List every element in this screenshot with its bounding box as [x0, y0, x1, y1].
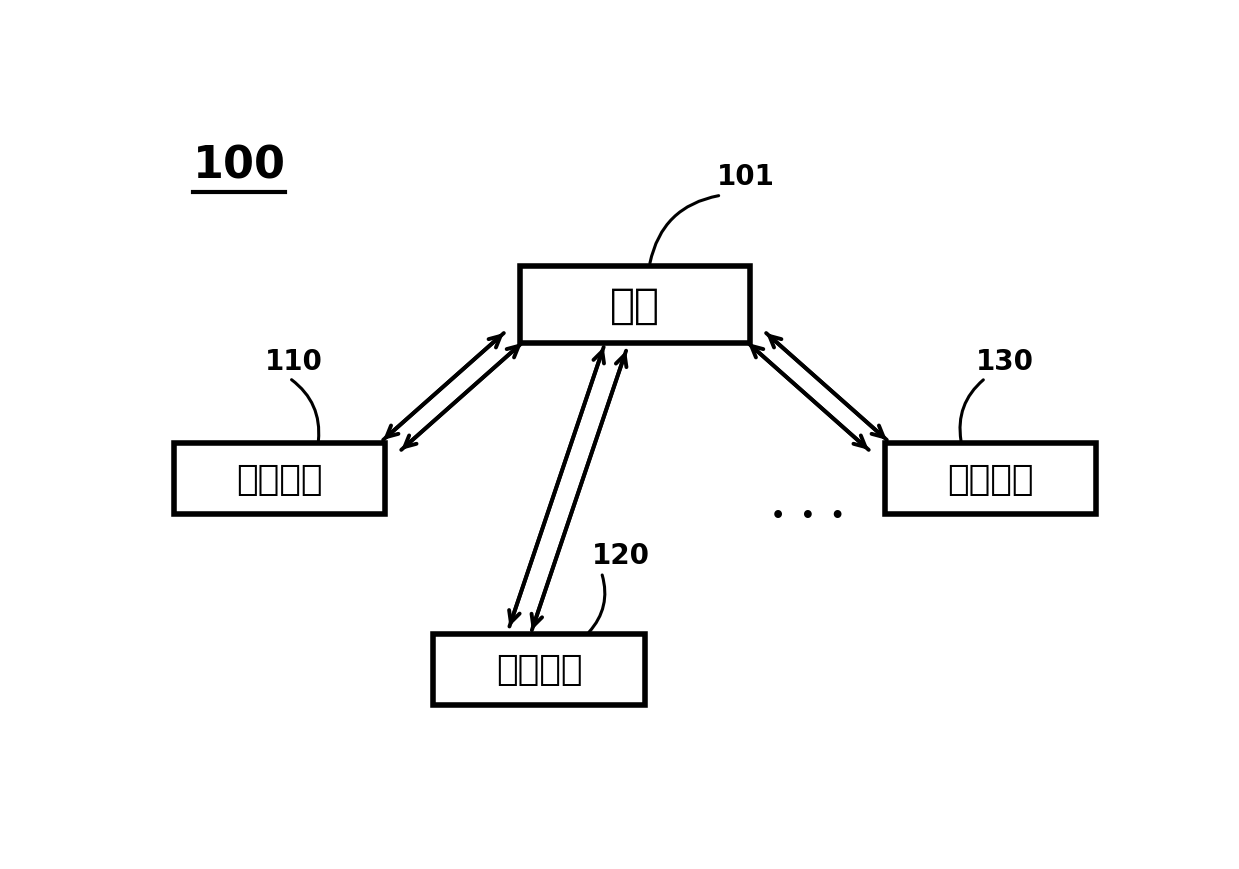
Text: •  •  •: • • • [771, 506, 845, 526]
Text: 110: 110 [265, 348, 323, 375]
Text: 130: 130 [976, 348, 1033, 375]
Text: 用户设备: 用户设备 [237, 462, 323, 496]
FancyBboxPatch shape [885, 444, 1097, 514]
FancyBboxPatch shape [173, 444, 385, 514]
Text: 用户设备: 用户设备 [496, 653, 582, 687]
Text: 101: 101 [716, 163, 774, 191]
Text: 用户设备: 用户设备 [947, 462, 1033, 496]
FancyBboxPatch shape [434, 634, 644, 705]
Text: 基站: 基站 [610, 284, 660, 326]
Text: 100: 100 [193, 144, 286, 188]
Text: 120: 120 [592, 541, 649, 569]
FancyBboxPatch shape [520, 267, 751, 343]
